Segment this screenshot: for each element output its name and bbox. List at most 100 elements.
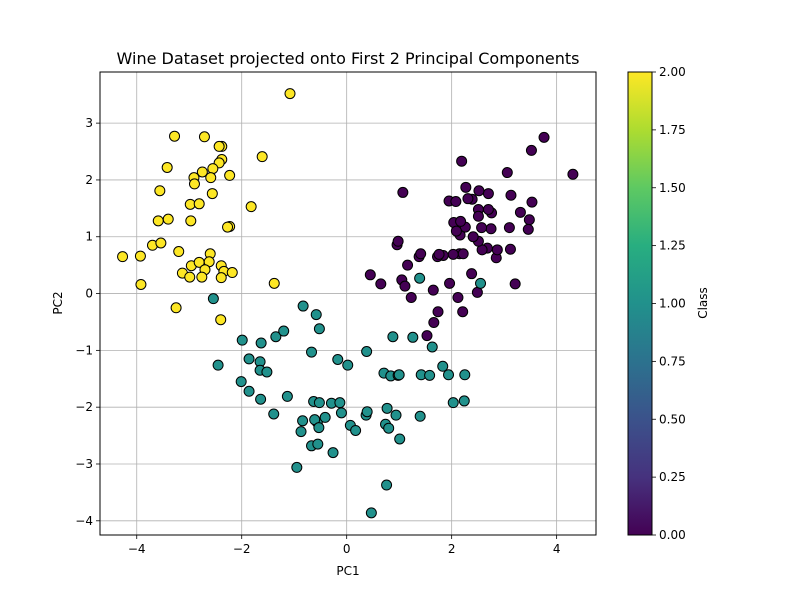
data-point-class-0 [452,292,464,304]
data-point-class-0 [525,144,537,156]
colorbar-ticks: 0.00 0.25 0.50 0.75 1.00 1.25 1.50 1.75 2.00 [652,65,686,542]
colorbar-tick-label: 0.75 [659,354,686,368]
colorbar-tick-label: 0.00 [659,528,686,542]
data-point-class-0 [538,131,550,143]
plot-frame [99,71,597,536]
data-point-class-1 [475,277,487,289]
x-tick-label: −4 [128,542,146,556]
data-point-class-2 [206,188,218,200]
data-point-class-2 [185,215,197,227]
data-point-class-1 [424,369,436,381]
data-point-class-1 [212,359,224,371]
y-axis-label: PC2 [51,291,65,314]
data-point-class-2 [207,163,219,175]
data-point-class-1 [387,331,399,343]
chart-title: Wine Dataset projected onto First 2 Prin… [117,49,580,68]
colorbar-tick-label: 0.50 [659,412,686,426]
y-tick-label: 0 [85,287,93,301]
data-point-class-0 [476,222,488,234]
data-point-class-2 [169,130,181,142]
data-point-class-1 [459,369,471,381]
y-axis-ticks: −4 −3 −2 −1 0 1 2 3 [75,116,100,528]
data-point-class-0 [375,278,387,290]
data-point-class-1 [327,447,339,459]
data-point-class-0 [447,248,459,260]
y-tick-label: −3 [75,457,93,471]
data-point-class-0 [472,210,484,222]
data-point-class-1 [268,408,280,420]
data-point-class-1 [261,366,273,378]
colorbar-label: Class [696,287,710,319]
data-point-class-0 [421,330,433,342]
data-point-class-2 [198,131,210,143]
data-point-class-0 [505,189,517,201]
grid-lines [100,72,596,535]
data-point-class-1 [235,376,247,388]
data-point-class-2 [215,314,227,326]
data-point-class-2 [162,213,174,225]
data-point-class-0 [399,280,411,292]
data-point-class-2 [152,215,164,227]
scatter-points [117,88,579,519]
data-point-class-0 [491,244,503,256]
data-point-class-0 [427,284,439,296]
data-point-class-1 [319,411,331,423]
data-point-class-2 [135,278,147,290]
data-point-class-1 [426,341,438,353]
data-point-class-0 [522,223,534,235]
data-point-class-0 [509,278,521,290]
data-point-class-2 [184,271,196,283]
data-point-class-0 [473,185,485,197]
colorbar-gradient [627,71,653,536]
data-point-class-1 [297,415,309,427]
colorbar-tick-label: 0.25 [659,470,686,484]
data-point-class-1 [394,433,406,445]
data-point-class-1 [334,397,346,409]
colorbar: 0.00 0.25 0.50 0.75 1.00 1.25 1.50 1.75 2.00 Cla… [627,65,710,542]
colorbar-tick-label: 1.00 [659,297,686,311]
data-point-class-1 [291,461,303,473]
y-tick-label: 3 [85,116,93,130]
data-point-class-0 [444,277,456,289]
data-point-class-1 [313,397,325,409]
data-point-class-2 [205,172,217,184]
colorbar-tick-label: 1.50 [659,181,686,195]
data-point-class-1 [295,426,307,438]
data-point-class-1 [306,346,318,358]
data-point-class-1 [236,334,248,346]
data-point-class-2 [196,271,208,283]
data-point-class-1 [332,353,344,365]
x-axis-ticks: −4 −2 0 2 4 [128,535,560,556]
data-point-class-0 [462,193,474,205]
data-point-class-2 [170,302,182,314]
data-point-class-0 [364,269,376,281]
data-point-class-1 [342,359,354,371]
data-point-class-0 [567,168,579,180]
data-point-class-2 [256,151,268,163]
data-point-class-1 [361,346,373,358]
colorbar-tick-label: 1.75 [659,123,686,137]
data-point-class-1 [390,409,402,421]
data-point-class-0 [466,268,478,280]
data-point-class-1 [443,369,455,381]
data-point-class-2 [161,161,173,173]
data-point-class-0 [457,248,469,260]
data-point-class-0 [397,186,409,198]
data-point-class-2 [196,166,208,178]
data-point-class-1 [255,393,267,405]
data-point-class-0 [504,243,516,255]
x-tick-label: 0 [343,542,351,556]
data-point-class-1 [310,309,322,321]
data-point-class-1 [313,422,325,434]
data-point-class-0 [503,222,515,234]
data-point-class-1 [270,331,282,343]
data-point-class-2 [134,250,146,262]
data-point-class-0 [432,306,444,318]
data-point-class-1 [243,353,255,365]
colorbar-tick-label: 1.25 [659,239,686,253]
x-tick-label: 2 [448,542,456,556]
data-point-class-1 [393,369,405,381]
data-point-class-0 [523,214,535,226]
data-point-class-2 [222,221,234,233]
